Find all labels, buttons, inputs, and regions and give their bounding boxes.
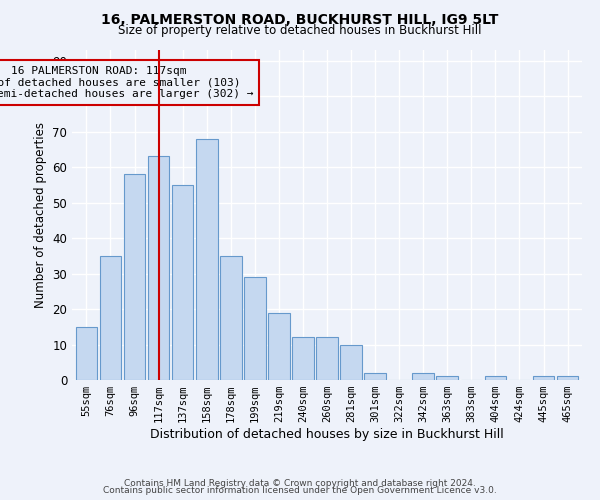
Bar — [148, 156, 169, 380]
Bar — [364, 373, 386, 380]
Bar — [533, 376, 554, 380]
Text: Contains public sector information licensed under the Open Government Licence v3: Contains public sector information licen… — [103, 486, 497, 495]
Bar — [268, 312, 290, 380]
Bar — [485, 376, 506, 380]
Bar — [436, 376, 458, 380]
Bar — [172, 185, 193, 380]
Bar — [124, 174, 145, 380]
Bar — [292, 338, 314, 380]
Bar — [316, 338, 338, 380]
Bar — [557, 376, 578, 380]
Text: 16, PALMERSTON ROAD, BUCKHURST HILL, IG9 5LT: 16, PALMERSTON ROAD, BUCKHURST HILL, IG9… — [101, 12, 499, 26]
Bar — [100, 256, 121, 380]
Bar — [340, 344, 362, 380]
Text: Size of property relative to detached houses in Buckhurst Hill: Size of property relative to detached ho… — [118, 24, 482, 37]
X-axis label: Distribution of detached houses by size in Buckhurst Hill: Distribution of detached houses by size … — [150, 428, 504, 441]
Text: 16 PALMERSTON ROAD: 117sqm
← 25% of detached houses are smaller (103)
74% of sem: 16 PALMERSTON ROAD: 117sqm ← 25% of deta… — [0, 66, 254, 99]
Bar — [196, 138, 218, 380]
Bar — [244, 277, 266, 380]
Text: Contains HM Land Registry data © Crown copyright and database right 2024.: Contains HM Land Registry data © Crown c… — [124, 478, 476, 488]
Bar — [412, 373, 434, 380]
Bar — [76, 327, 97, 380]
Bar — [220, 256, 242, 380]
Y-axis label: Number of detached properties: Number of detached properties — [34, 122, 47, 308]
